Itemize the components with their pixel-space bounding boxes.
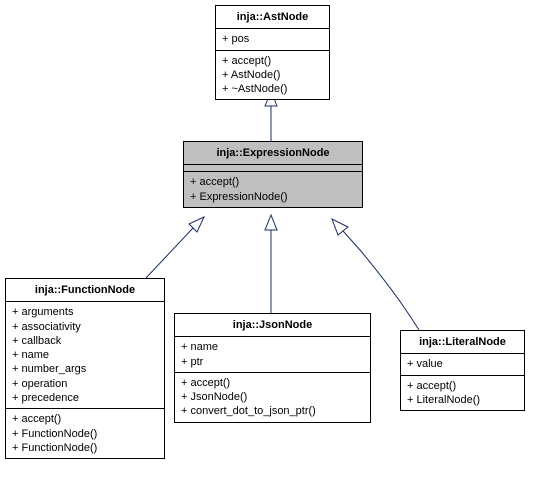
attr: + precedence (12, 391, 158, 405)
attr: + number_args (12, 362, 158, 376)
class-attributes: + pos (216, 29, 329, 50)
attr: + operation (12, 377, 158, 391)
class-box-astnode: inja::AstNode + pos + accept() + AstNode… (215, 5, 330, 100)
method: + convert_dot_to_json_ptr() (181, 404, 364, 418)
method: + FunctionNode() (12, 441, 158, 455)
method: + LiteralNode() (407, 393, 518, 407)
method: + accept() (181, 376, 364, 390)
class-methods: + accept() + FunctionNode() + FunctionNo… (6, 409, 164, 458)
attr: + arguments (12, 305, 158, 319)
class-title: inja::LiteralNode (401, 331, 524, 354)
class-box-expressionnode: inja::ExpressionNode + accept() + Expres… (183, 141, 363, 208)
attr: + value (407, 357, 518, 371)
class-title: inja::JsonNode (175, 314, 370, 337)
class-title: inja::AstNode (216, 6, 329, 29)
class-attributes: + value (401, 354, 524, 375)
method: + ExpressionNode() (190, 190, 356, 204)
class-box-literalnode: inja::LiteralNode + value + accept() + L… (400, 330, 525, 411)
method: + FunctionNode() (12, 427, 158, 441)
class-attributes: + name + ptr (175, 337, 370, 373)
method: + accept() (12, 412, 158, 426)
class-box-jsonnode: inja::JsonNode + name + ptr + accept() +… (174, 313, 371, 423)
class-methods: + accept() + JsonNode() + convert_dot_to… (175, 373, 370, 422)
attr: + name (12, 348, 158, 362)
class-methods: + accept() + AstNode() + ~AstNode() (216, 51, 329, 100)
attr: + name (181, 340, 364, 354)
attr: + associativity (12, 320, 158, 334)
class-methods: + accept() + LiteralNode() (401, 376, 524, 411)
method: + AstNode() (222, 68, 323, 82)
class-attributes-empty (184, 165, 362, 172)
class-title: inja::ExpressionNode (184, 142, 362, 165)
method: + accept() (190, 175, 356, 189)
class-methods: + accept() + ExpressionNode() (184, 172, 362, 207)
attr: + pos (222, 32, 323, 46)
method: + accept() (407, 379, 518, 393)
method: + ~AstNode() (222, 82, 323, 96)
class-title: inja::FunctionNode (6, 279, 164, 302)
class-box-functionnode: inja::FunctionNode + arguments + associa… (5, 278, 165, 459)
method: + JsonNode() (181, 390, 364, 404)
class-attributes: + arguments + associativity + callback +… (6, 302, 164, 409)
attr: + callback (12, 334, 158, 348)
attr: + ptr (181, 355, 364, 369)
method: + accept() (222, 54, 323, 68)
